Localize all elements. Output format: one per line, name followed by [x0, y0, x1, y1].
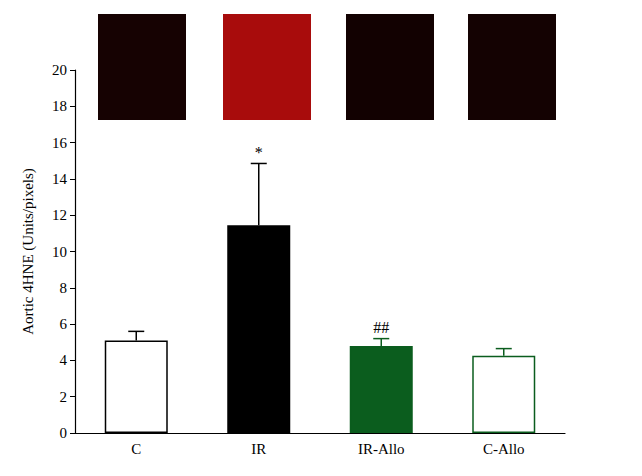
svg-text:*: * [255, 144, 263, 161]
svg-text:IR-Allo: IR-Allo [358, 441, 405, 457]
svg-text:14: 14 [52, 171, 68, 187]
svg-text:16: 16 [52, 135, 68, 151]
svg-text:C-Allo: C-Allo [483, 441, 525, 457]
svg-text:4: 4 [60, 352, 68, 368]
svg-text:C: C [131, 441, 141, 457]
svg-text:6: 6 [60, 316, 68, 332]
svg-text:10: 10 [52, 244, 67, 260]
svg-text:IR: IR [251, 441, 266, 457]
svg-text:20: 20 [52, 62, 67, 78]
svg-text:12: 12 [52, 207, 67, 223]
svg-text:0: 0 [60, 425, 68, 441]
svg-text:18: 18 [52, 98, 67, 114]
svg-text:Aortic 4HNE (Units/pixels): Aortic 4HNE (Units/pixels) [20, 168, 37, 335]
svg-text:##: ## [373, 319, 389, 336]
svg-text:8: 8 [60, 280, 68, 296]
svg-text:2: 2 [60, 389, 68, 405]
